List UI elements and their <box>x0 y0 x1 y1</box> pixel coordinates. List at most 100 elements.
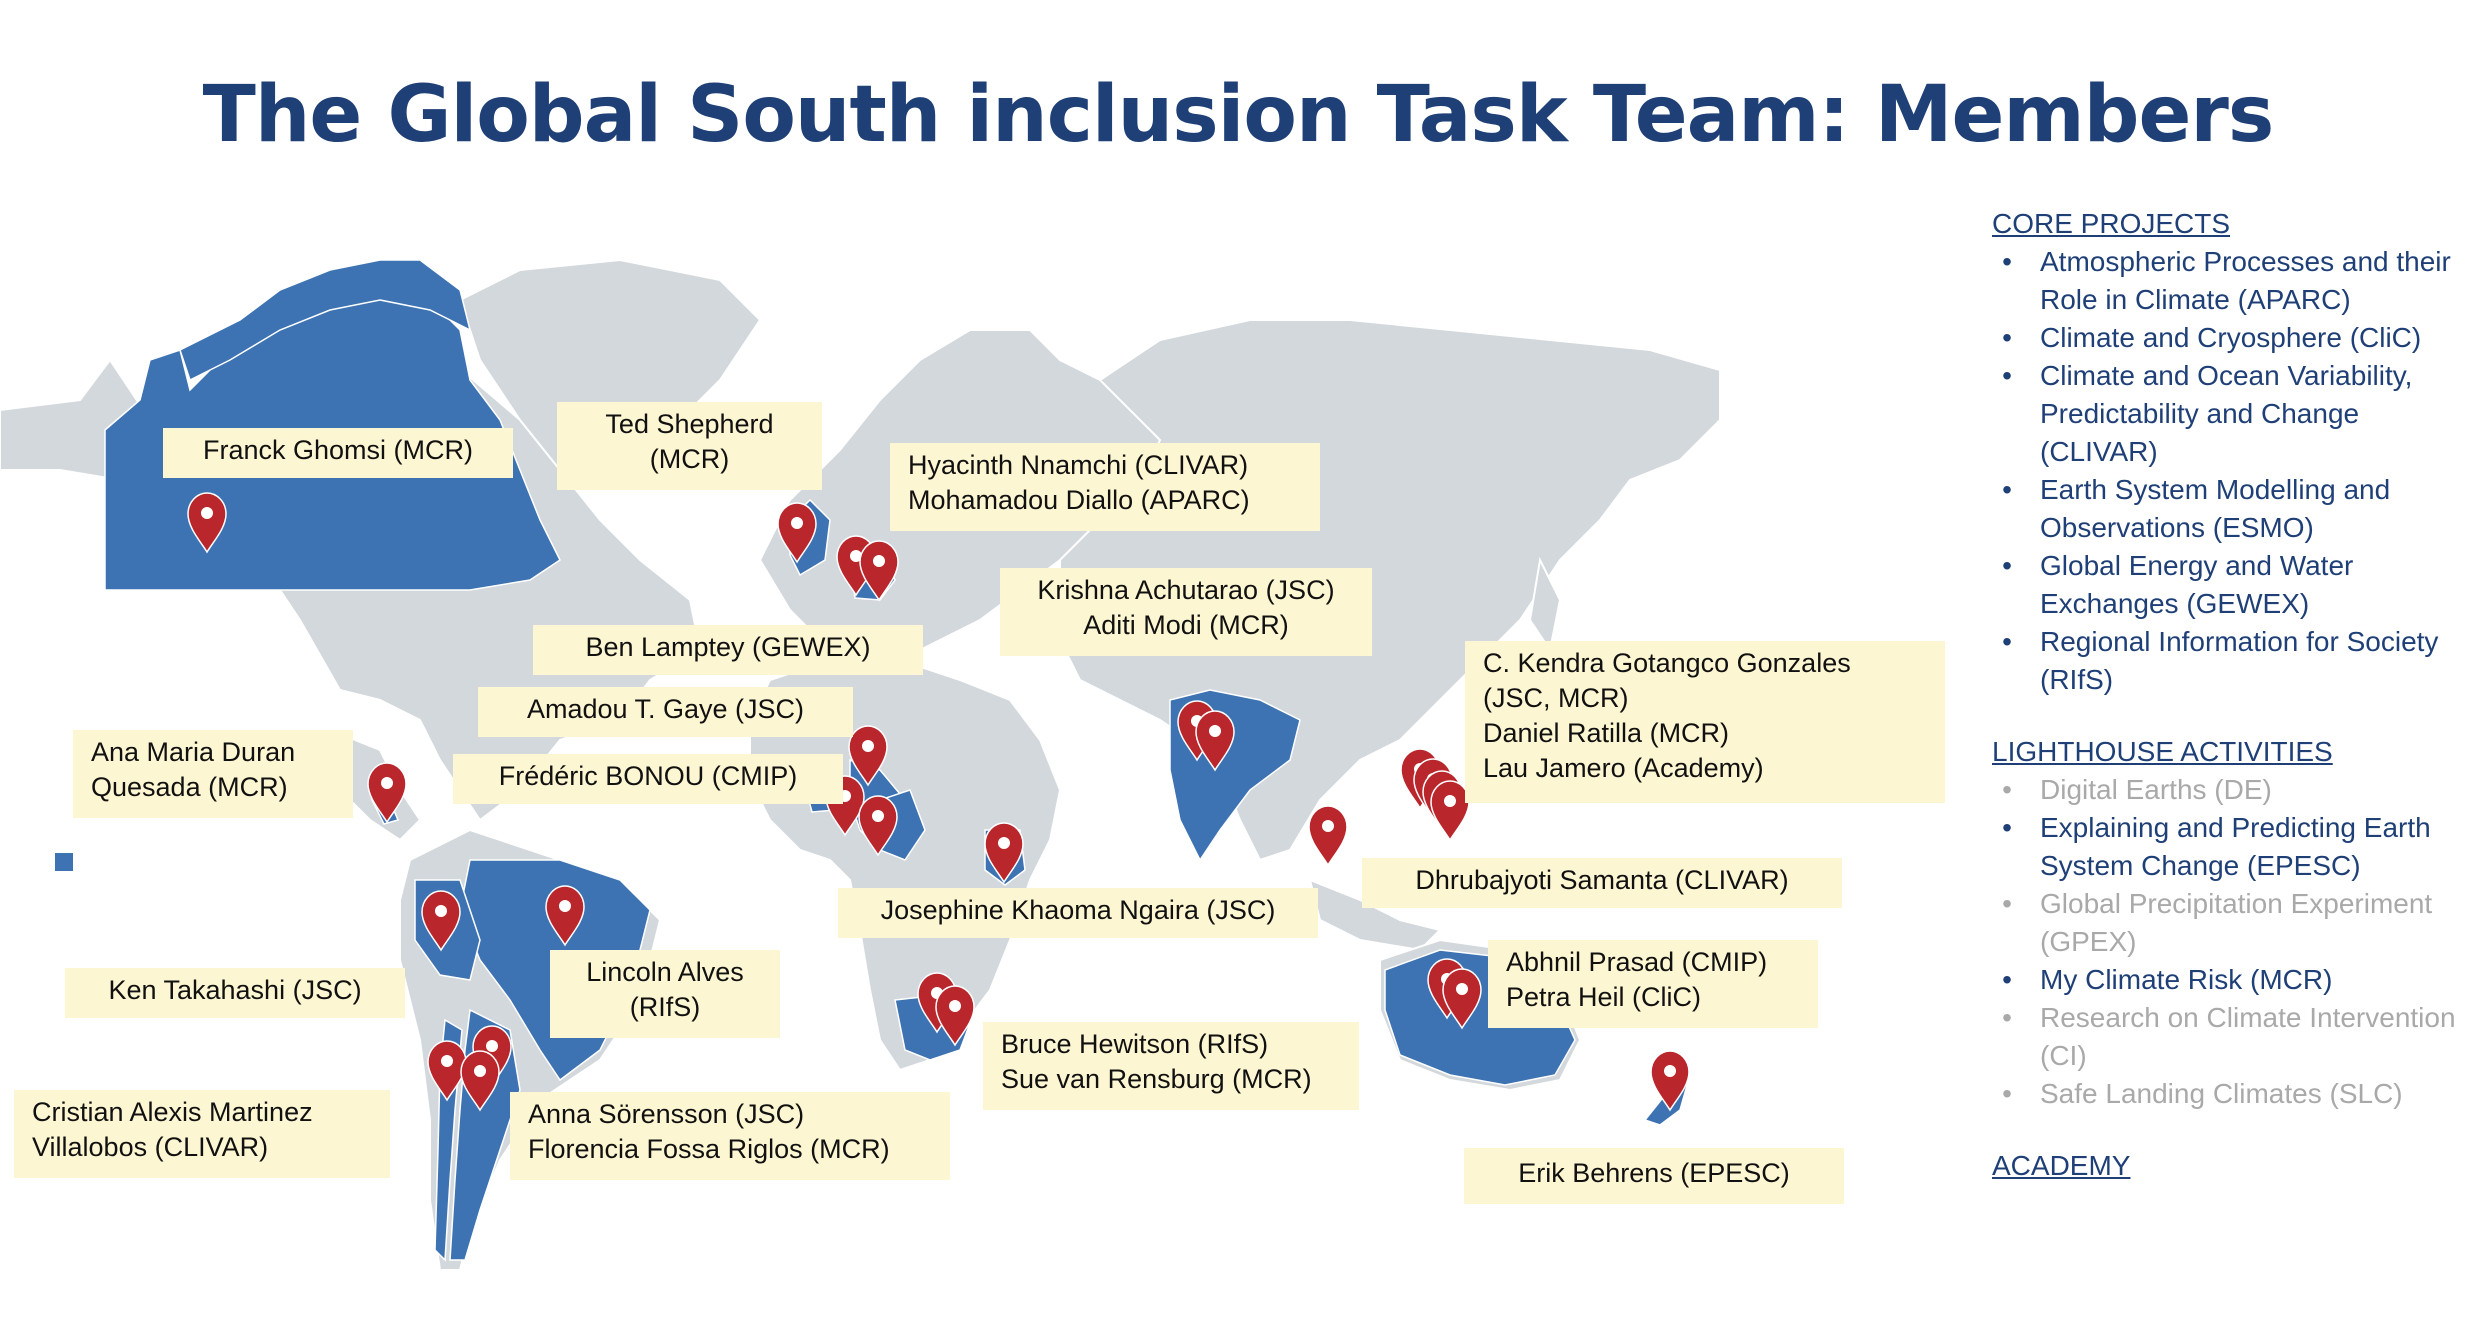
label-line: Quesada (MCR) <box>91 772 288 802</box>
label-line: Lincoln Alves <box>586 957 744 987</box>
label-line: Franck Ghomsi (MCR) <box>202 435 473 465</box>
map-pin-icon[interactable] <box>545 885 585 947</box>
label-line: Frédéric BONOU (CMIP) <box>498 761 798 791</box>
label-ngaira: Josephine Khaoma Ngaira (JSC) <box>838 888 1318 938</box>
label-duran: Ana Maria Duran Quesada (MCR) <box>73 730 353 818</box>
label-ghomsi: Franck Ghomsi (MCR) <box>163 428 513 478</box>
map-pin-icon[interactable] <box>1430 780 1470 842</box>
label-martinez: Cristian Alexis Martinez Villalobos (CLI… <box>14 1090 390 1178</box>
label-line: Mohamadou Diallo (APARC) <box>908 485 1250 515</box>
label-line: Hyacinth Nnamchi (CLIVAR) <box>908 450 1249 480</box>
label-line: C. Kendra Gotangco Gonzales <box>1483 648 1851 678</box>
label-gaye: Amadou T. Gaye (JSC) <box>478 687 853 737</box>
list-item-text: Safe Landing Climates (SLC) <box>2040 1078 2403 1109</box>
bullet-icon: • <box>2002 322 2012 353</box>
label-takahashi: Ken Takahashi (JSC) <box>65 968 405 1018</box>
label-nnamchi: Hyacinth Nnamchi (CLIVAR) Mohamadou Dial… <box>890 443 1320 531</box>
label-line: Amadou T. Gaye (JSC) <box>526 694 805 724</box>
academy-heading[interactable]: ACADEMY <box>1992 1150 2131 1181</box>
list-item-text: Digital Earths (DE) <box>2040 774 2272 805</box>
canada-islands <box>179 259 472 382</box>
label-gonzales: C. Kendra Gotangco Gonzales (JSC, MCR) D… <box>1465 641 1945 803</box>
list-item: • Earth System Modelling and Observations… <box>1992 471 2467 547</box>
label-bonou: Frédéric BONOU (CMIP) <box>453 754 843 804</box>
map-pin-icon[interactable] <box>777 502 817 564</box>
label-achutarao: Krishna Achutarao (JSC) Aditi Modi (MCR) <box>1000 568 1372 656</box>
bullet-icon: • <box>2002 964 2012 995</box>
label-line: Lau Jamero (Academy) <box>1483 753 1764 783</box>
label-behrens: Erik Behrens (EPESC) <box>1464 1148 1844 1204</box>
map-pin-icon[interactable] <box>1442 968 1482 1030</box>
label-line: Ben Lamptey (GEWEX) <box>585 632 871 662</box>
map-pin-icon[interactable] <box>421 890 461 952</box>
label-line: Ted Shepherd <box>605 409 774 439</box>
map-pin-icon[interactable] <box>1195 710 1235 772</box>
lighthouse-list: • Digital Earths (DE) • Explaining and Pred… <box>1992 771 2467 1113</box>
map-pin-icon[interactable] <box>984 822 1024 884</box>
bullet-icon: • <box>2002 474 2012 505</box>
list-item-text: Atmospheric Processes and their Role in … <box>2040 246 2451 315</box>
bullet-icon: • <box>2002 888 2012 919</box>
map-pin-icon[interactable] <box>460 1050 500 1112</box>
label-line: Sue van Rensburg (MCR) <box>1001 1064 1312 1094</box>
bullet-icon: • <box>2002 812 2012 843</box>
label-line: Erik Behrens (EPESC) <box>1518 1158 1790 1188</box>
map-pin-icon[interactable] <box>427 1040 467 1102</box>
list-item-text: Explaining and Predicting Earth System C… <box>2040 812 2431 881</box>
small-square-marker <box>55 853 73 871</box>
label-line: Petra Heil (CliC) <box>1506 982 1702 1012</box>
label-sorensson: Anna Sörensson (JSC) Florencia Fossa Rig… <box>510 1092 950 1180</box>
label-alves: Lincoln Alves (RIfS) <box>550 950 780 1038</box>
bullet-icon: • <box>2002 1078 2012 1109</box>
list-item: • Atmospheric Processes and their Role in… <box>1992 243 2467 319</box>
map-pin-icon[interactable] <box>1308 805 1348 867</box>
map-pin-icon[interactable] <box>187 492 227 554</box>
label-line: Ana Maria Duran <box>91 737 296 767</box>
page-title: The Global South inclusion Task Team: Me… <box>202 70 2275 160</box>
list-item: • Global Precipitation Experiment (GPEX) <box>1992 885 2467 961</box>
list-item-text: Earth System Modelling and Observations … <box>2040 474 2391 543</box>
list-item-text: Research on Climate Intervention (CI) <box>2040 1002 2456 1071</box>
bullet-icon: • <box>2002 1002 2012 1033</box>
label-line: (JSC, MCR) <box>1483 683 1629 713</box>
label-line: (RIfS) <box>629 992 701 1022</box>
label-prasad: Abhnil Prasad (CMIP) Petra Heil (CliC) <box>1488 940 1818 1028</box>
label-line: Krishna Achutarao (JSC) <box>1037 575 1335 605</box>
label-line: Bruce Hewitson (RIfS) <box>1001 1029 1269 1059</box>
label-line: (MCR) <box>649 444 730 474</box>
sidebar-legend: CORE PROJECTS • Atmospheric Processes and… <box>1992 205 2467 1219</box>
academy-section: ACADEMY <box>1992 1147 2467 1185</box>
label-line: Dhrubajyoti Samanta (CLIVAR) <box>1415 865 1789 895</box>
label-line: Abhnil Prasad (CMIP) <box>1506 947 1768 977</box>
list-item: • Digital Earths (DE) <box>1992 771 2467 809</box>
bullet-icon: • <box>2002 774 2012 805</box>
lighthouse-section: LIGHTHOUSE ACTIVITIES • Digital Earths (D… <box>1992 733 2467 1113</box>
label-line: Ken Takahashi (JSC) <box>108 975 362 1005</box>
lighthouse-heading[interactable]: LIGHTHOUSE ACTIVITIES <box>1992 736 2333 767</box>
label-line: Villalobos (CLIVAR) <box>32 1132 269 1162</box>
list-item: • Climate and Cryosphere (CliC) <box>1992 319 2467 357</box>
label-hewitson: Bruce Hewitson (RIfS) Sue van Rensburg (… <box>983 1022 1359 1110</box>
map-pin-icon[interactable] <box>858 795 898 857</box>
list-item: • Explaining and Predicting Earth System … <box>1992 809 2467 885</box>
label-line: Anna Sörensson (JSC) <box>528 1099 805 1129</box>
list-item-text: My Climate Risk (MCR) <box>2040 964 2333 995</box>
pins-layer <box>187 492 1690 1112</box>
label-line: Aditi Modi (MCR) <box>1083 610 1289 640</box>
list-item-text: Global Precipitation Experiment (GPEX) <box>2040 888 2433 957</box>
list-item: • Global Energy and Water Exchanges (GEWE… <box>1992 547 2467 623</box>
label-line: Josephine Khaoma Ngaira (JSC) <box>880 895 1276 925</box>
map-pin-icon[interactable] <box>848 725 888 787</box>
map-pin-icon[interactable] <box>859 540 899 602</box>
map-pin-icon[interactable] <box>1650 1050 1690 1112</box>
map-pin-icon[interactable] <box>935 985 975 1047</box>
label-line: Florencia Fossa Riglos (MCR) <box>528 1134 890 1164</box>
map-pin-icon[interactable] <box>367 762 407 824</box>
core-projects-list: • Atmospheric Processes and their Role in… <box>1992 243 2467 699</box>
list-item: • Climate and Ocean Variability, Predicta… <box>1992 357 2467 471</box>
label-samanta: Dhrubajyoti Samanta (CLIVAR) <box>1362 858 1842 908</box>
core-projects-section: CORE PROJECTS • Atmospheric Processes and… <box>1992 205 2467 699</box>
list-item-text: Regional Information for Society (RIfS) <box>2040 626 2439 695</box>
core-projects-heading[interactable]: CORE PROJECTS <box>1992 208 2231 239</box>
bullet-icon: • <box>2002 550 2012 581</box>
